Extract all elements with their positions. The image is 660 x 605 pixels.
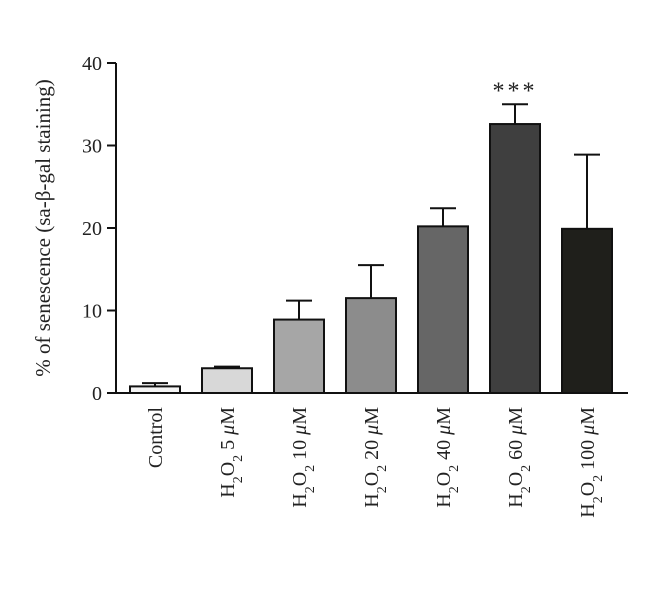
x-tick-label: H2O2 5 μM bbox=[217, 407, 246, 498]
error-bars bbox=[142, 103, 600, 387]
bar bbox=[345, 297, 397, 394]
x-tick-label: H2O2 40 μM bbox=[433, 407, 462, 508]
x-tick-label: H2O2 20 μM bbox=[361, 407, 390, 508]
y-tick-label: 20 bbox=[82, 218, 102, 240]
bar bbox=[417, 225, 469, 394]
x-tick-labels: Control H2O2 5 μM H2O2 10 μM H2O2 20 μM H2O2… bbox=[145, 407, 606, 518]
y-tick-label: 10 bbox=[82, 301, 102, 323]
x-tick-label: Control bbox=[145, 407, 167, 469]
bar bbox=[489, 123, 541, 395]
x-tick-label: H2O2 10 μM bbox=[289, 407, 318, 508]
bar bbox=[273, 318, 325, 395]
bar bbox=[129, 385, 181, 394]
x-tick-label: H2O2 100 μM bbox=[577, 407, 606, 518]
y-axis-label-group: % of senescence (sa-β-gal staining) bbox=[31, 79, 55, 377]
y-tick-label: 30 bbox=[82, 136, 102, 158]
bars bbox=[129, 123, 613, 395]
y-tick-label: 0 bbox=[92, 383, 102, 405]
y-tick-label: 40 bbox=[82, 53, 102, 75]
bar bbox=[561, 227, 613, 394]
y-ticks: 0 10 20 30 40 bbox=[82, 53, 116, 405]
significance-markers: *** bbox=[493, 78, 538, 104]
significance-marker: *** bbox=[493, 78, 538, 104]
x-tick-label: H2O2 60 μM bbox=[505, 407, 534, 508]
bar bbox=[201, 367, 253, 394]
y-axis-label: % of senescence (sa-β-gal staining) bbox=[31, 79, 55, 377]
